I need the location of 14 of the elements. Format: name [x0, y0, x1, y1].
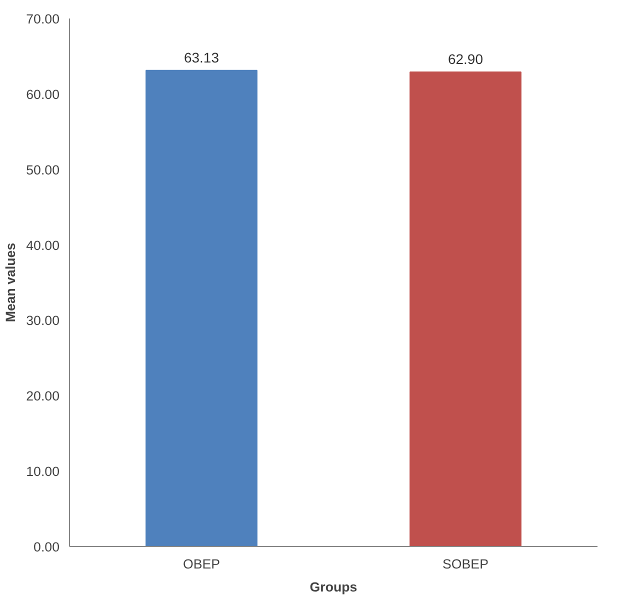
x-tick-label: SOBEP: [442, 556, 489, 572]
y-tick-label: 30.00: [26, 313, 60, 328]
y-tick-label: 50.00: [26, 162, 60, 178]
data-label: 62.90: [448, 51, 484, 68]
x-axis-title: Groups: [310, 580, 358, 594]
y-tick-label: 0.00: [34, 540, 60, 554]
y-axis-title: Mean values: [3, 242, 18, 322]
y-tick-label: 60.00: [26, 86, 60, 102]
x-tick-label: OBEP: [182, 556, 220, 572]
y-tick-label: 70.00: [26, 12, 60, 26]
y-tick-label: 10.00: [26, 464, 60, 480]
y-tick-label: 40.00: [26, 238, 60, 253]
data-label: 63.13: [184, 49, 220, 66]
y-tick-label: 20.00: [26, 388, 60, 404]
